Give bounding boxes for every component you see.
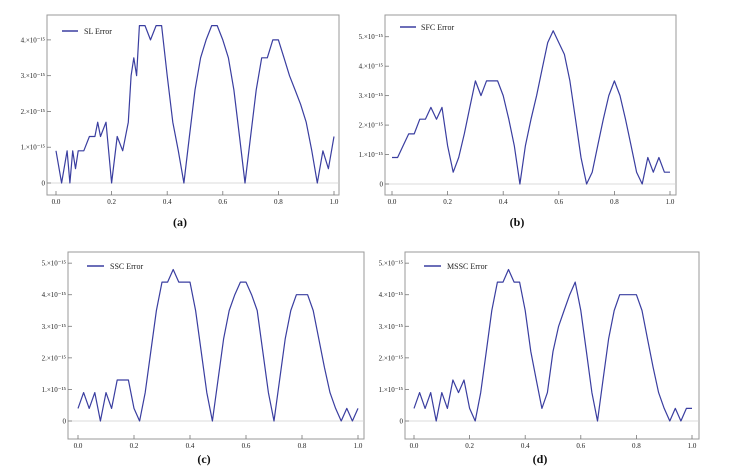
chart-panel-b: SFC Error 0.0 0.2 0.4 0.6 0.8 1.0 0 1.×10⁻¹⁵ 2.×… <box>359 14 677 229</box>
x-tick-label: 0.2 <box>443 198 452 206</box>
x-tick-label: 0.0 <box>74 442 83 450</box>
axes: 0.0 0.2 0.4 0.6 0.8 1.0 0 1.×10⁻¹⁵ 2.×10⁻¹⁵ 3.×10… <box>379 260 699 450</box>
legend-label: SL Error <box>84 27 112 36</box>
x-tick-label: 1.0 <box>330 198 339 206</box>
x-tick-label: 0.8 <box>298 442 307 450</box>
axes: 0.0 0.2 0.4 0.6 0.8 1.0 0 1.×10⁻¹⁵ 2.×10⁻¹⁵ 3.×10… <box>359 33 676 206</box>
y-tick-label: 1.×10⁻¹⁵ <box>359 151 384 159</box>
x-tick-label: 0.0 <box>388 198 397 206</box>
y-tick-label: 5.×10⁻¹⁵ <box>359 33 384 41</box>
panel-caption: (d) <box>533 452 548 466</box>
series-line <box>55 25 335 184</box>
panel-caption: (c) <box>197 452 210 466</box>
chart-frame <box>384 14 677 196</box>
y-tick-label: 5.×10⁻¹⁵ <box>42 260 67 268</box>
chart-frame <box>67 251 365 440</box>
y-tick-label: 0 <box>380 181 384 189</box>
x-tick-label: 0.6 <box>576 442 585 450</box>
series-line <box>413 268 692 422</box>
y-tick-label: 4.×10⁻¹⁵ <box>359 63 384 71</box>
y-tick-label: 2.×10⁻¹⁵ <box>21 108 46 116</box>
y-tick-label: 3.×10⁻¹⁵ <box>379 323 404 331</box>
y-tick-label: 0 <box>42 180 46 188</box>
x-tick-label: 0.0 <box>52 198 61 206</box>
panel-caption: (b) <box>510 215 525 229</box>
axes: 0.0 0.2 0.4 0.6 0.8 1.0 0 1.×10⁻¹⁵ 2.×10⁻¹⁵ 3.×10… <box>21 36 339 206</box>
chart-frame <box>404 251 700 440</box>
y-tick-label: 5.×10⁻¹⁵ <box>379 260 404 268</box>
y-tick-label: 3.×10⁻¹⁵ <box>21 72 46 80</box>
chart-frame <box>46 14 340 196</box>
series-line <box>392 30 670 185</box>
x-tick-label: 0.8 <box>610 198 619 206</box>
y-tick-label: 4.×10⁻¹⁵ <box>379 291 404 299</box>
x-tick-label: 0.4 <box>186 442 195 450</box>
x-tick-label: 0.6 <box>554 198 563 206</box>
x-tick-label: 0.4 <box>521 442 530 450</box>
chart-panel-a: SL Error 0.0 0.2 0.4 0.6 0.8 1.0 0 1.×10⁻¹⁵ 2.×1… <box>21 14 340 229</box>
x-tick-label: 0.4 <box>499 198 508 206</box>
y-tick-label: 4.×10⁻¹⁵ <box>42 291 67 299</box>
x-tick-label: 1.0 <box>666 198 675 206</box>
legend-label: SFC Error <box>421 23 454 32</box>
y-tick-label: 0 <box>63 418 67 426</box>
x-tick-label: 0.6 <box>218 198 227 206</box>
y-tick-label: 0 <box>400 418 404 426</box>
x-tick-label: 0.2 <box>107 198 116 206</box>
chart-panel-d: MSSC Error 0.0 0.2 0.4 0.6 0.8 1.0 0 1.×10⁻¹⁵ 2.… <box>379 251 700 466</box>
legend-label: SSC Error <box>110 262 143 271</box>
legend-label: MSSC Error <box>447 262 488 271</box>
series-line <box>77 268 359 422</box>
x-tick-label: 1.0 <box>354 442 363 450</box>
x-tick-label: 0.0 <box>410 442 419 450</box>
x-tick-label: 0.8 <box>632 442 641 450</box>
y-tick-label: 1.×10⁻¹⁵ <box>42 386 67 394</box>
y-tick-label: 2.×10⁻¹⁵ <box>359 122 384 130</box>
chart-panel-c: SSC Error 0.0 0.2 0.4 0.6 0.8 1.0 0 1.×10⁻¹⁵ 2.×… <box>42 251 365 466</box>
x-tick-label: 0.2 <box>130 442 139 450</box>
y-tick-label: 2.×10⁻¹⁵ <box>42 354 67 362</box>
x-tick-label: 0.6 <box>242 442 251 450</box>
y-tick-label: 4.×10⁻¹⁵ <box>21 36 46 44</box>
x-tick-label: 0.8 <box>274 198 283 206</box>
y-tick-label: 3.×10⁻¹⁵ <box>359 92 384 100</box>
y-tick-label: 1.×10⁻¹⁵ <box>379 386 404 394</box>
x-tick-label: 0.2 <box>465 442 474 450</box>
y-tick-label: 2.×10⁻¹⁵ <box>379 354 404 362</box>
panel-caption: (a) <box>173 215 187 229</box>
axes: 0.0 0.2 0.4 0.6 0.8 1.0 0 1.×10⁻¹⁵ 2.×10⁻¹⁵ 3.×10… <box>42 260 364 450</box>
y-tick-label: 1.×10⁻¹⁵ <box>21 144 46 152</box>
y-tick-label: 3.×10⁻¹⁵ <box>42 323 67 331</box>
x-tick-label: 0.4 <box>163 198 172 206</box>
x-tick-label: 1.0 <box>688 442 697 450</box>
